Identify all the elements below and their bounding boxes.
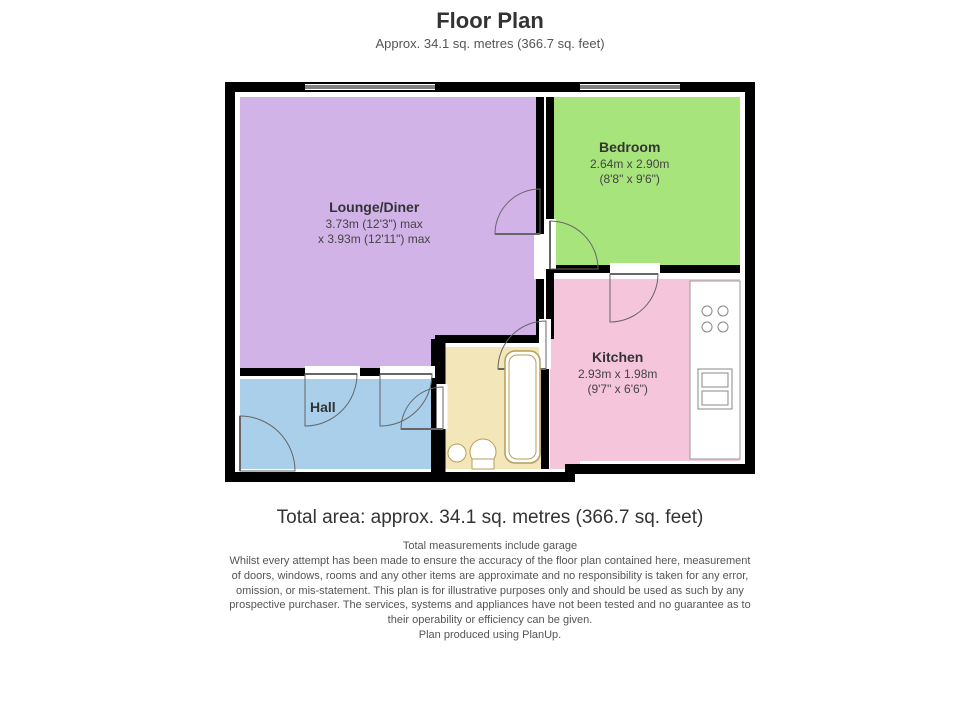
floorplan-svg xyxy=(210,69,770,489)
bath-icon xyxy=(505,351,540,463)
disclaimer: Total measurements include garageWhilst … xyxy=(110,539,870,643)
page: Floor Plan Approx. 34.1 sq. metres (366.… xyxy=(0,0,980,712)
room-label-hall: Hall xyxy=(310,399,336,417)
title-block: Floor Plan Approx. 34.1 sq. metres (366.… xyxy=(0,0,980,51)
page-subtitle: Approx. 34.1 sq. metres (366.7 sq. feet) xyxy=(0,36,980,51)
room-label-lounge: Lounge/Diner3.73m (12'3") max x 3.93m (1… xyxy=(318,199,430,247)
sink-icon xyxy=(698,369,732,409)
total-area: Total area: approx. 34.1 sq. metres (366… xyxy=(0,507,980,529)
basin-icon xyxy=(448,444,466,462)
room-label-kitchen: Kitchen2.93m x 1.98m (9'7" x 6'6") xyxy=(578,349,657,397)
floorplan: Lounge/Diner3.73m (12'3") max x 3.93m (1… xyxy=(210,69,770,489)
page-title: Floor Plan xyxy=(0,8,980,34)
room-label-bedroom: Bedroom2.64m x 2.90m (8'8" x 9'6") xyxy=(590,139,669,187)
footer: Total area: approx. 34.1 sq. metres (366… xyxy=(0,507,980,643)
